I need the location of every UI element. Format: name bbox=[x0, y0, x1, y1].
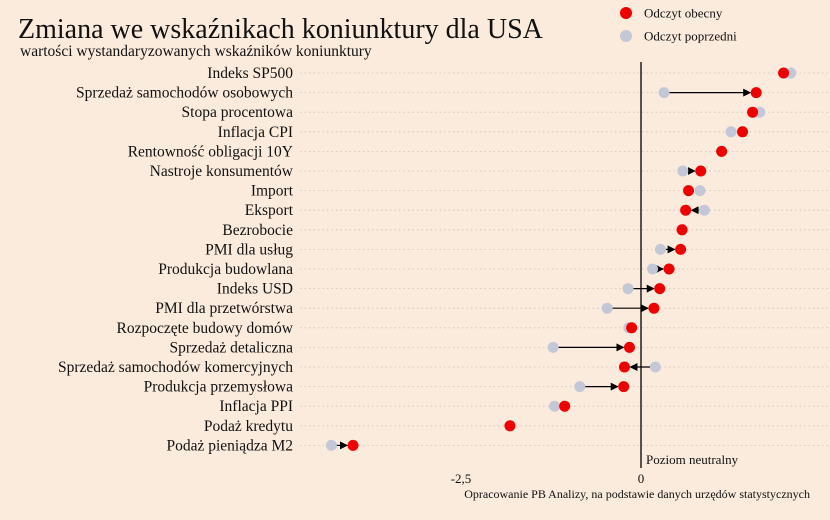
category-label: Import bbox=[251, 183, 294, 200]
current-reading-point bbox=[747, 106, 759, 118]
category-label: Produkcja przemysłowa bbox=[144, 379, 293, 396]
category-label: Nastroje konsumentów bbox=[150, 163, 294, 180]
change-arrows bbox=[336, 88, 752, 450]
previous-reading-point bbox=[601, 302, 613, 314]
current-reading-point bbox=[716, 145, 728, 157]
current-reading-point bbox=[618, 381, 630, 393]
zero-line-group: Poziom neutralny bbox=[640, 62, 739, 468]
category-label: PMI dla przetwórstwa bbox=[155, 300, 293, 317]
current-reading-point bbox=[648, 302, 660, 314]
category-labels: Indeks SP500 Sprzedaż samochodów osobowyc… bbox=[58, 65, 294, 454]
category-label: Eksport bbox=[245, 202, 294, 219]
legend-marker bbox=[620, 7, 632, 19]
previous-reading-point bbox=[549, 400, 561, 412]
previous-reading-point bbox=[547, 341, 559, 353]
legend-label: Odczyt obecny bbox=[644, 6, 723, 21]
current-reading-point bbox=[778, 67, 790, 79]
category-label: Podaż kredytu bbox=[204, 418, 293, 435]
previous-reading-point bbox=[658, 87, 670, 99]
current-reading-point bbox=[683, 185, 695, 197]
current-reading-point bbox=[680, 204, 692, 216]
chart-title: Zmiana we wskaźnikach koniunktury dla US… bbox=[18, 14, 544, 45]
data-points bbox=[325, 67, 797, 451]
previous-reading-point bbox=[654, 243, 666, 255]
previous-reading-point bbox=[325, 439, 337, 451]
category-label: Rentowność obligacji 10Y bbox=[128, 143, 293, 160]
previous-reading-point bbox=[649, 361, 661, 373]
category-label: Rozpoczęte budowy domów bbox=[117, 320, 294, 337]
source-note: Opracowanie PB Analizy, na podstawie dan… bbox=[464, 487, 810, 501]
legend: Odczyt obecny Odczyt poprzedni bbox=[620, 6, 737, 44]
x-tick-label: 0 bbox=[638, 471, 645, 486]
x-axis-ticks: -2,5 0 bbox=[451, 471, 645, 486]
current-reading-point bbox=[654, 283, 666, 295]
chart-subtitle: wartości wystandaryzowanych wskaźników k… bbox=[20, 43, 372, 60]
previous-reading-point bbox=[698, 204, 710, 216]
category-label: Podaż pieniądza M2 bbox=[166, 437, 293, 454]
category-label: PMI dla usług bbox=[205, 241, 293, 258]
current-reading-point bbox=[626, 322, 638, 334]
category-label: Sprzedaż samochodów osobowych bbox=[76, 85, 293, 102]
current-reading-point bbox=[676, 224, 688, 236]
category-label: Indeks USD bbox=[217, 281, 293, 298]
previous-reading-point bbox=[574, 381, 586, 393]
current-reading-point bbox=[737, 126, 749, 138]
current-reading-point bbox=[504, 420, 516, 432]
current-reading-point bbox=[695, 165, 707, 177]
zero-line-label: Poziom neutralny bbox=[646, 452, 739, 467]
previous-reading-point bbox=[677, 165, 689, 177]
current-reading-point bbox=[750, 87, 762, 99]
category-label: Produkcja budowlana bbox=[158, 261, 293, 278]
legend-label: Odczyt poprzedni bbox=[644, 29, 737, 44]
previous-reading-point bbox=[647, 263, 659, 275]
category-label: Sprzedaż detaliczna bbox=[170, 339, 294, 356]
x-tick-label: -2,5 bbox=[451, 471, 472, 486]
current-reading-point bbox=[623, 341, 635, 353]
category-label: Bezrobocie bbox=[222, 222, 293, 239]
current-reading-point bbox=[618, 361, 630, 373]
current-reading-point bbox=[663, 263, 675, 275]
current-reading-point bbox=[559, 400, 571, 412]
category-label: Inflacja CPI bbox=[218, 124, 293, 141]
legend-marker bbox=[620, 30, 632, 42]
category-label: Stopa procentowa bbox=[182, 104, 294, 121]
category-label: Indeks SP500 bbox=[207, 65, 293, 82]
current-reading-point bbox=[675, 243, 687, 255]
previous-reading-point bbox=[694, 185, 706, 197]
category-label: Sprzedaż samochodów komercyjnych bbox=[58, 359, 293, 376]
previous-reading-point bbox=[725, 126, 737, 138]
grid-lines bbox=[300, 72, 830, 446]
current-reading-point bbox=[347, 439, 359, 451]
category-label: Inflacja PPI bbox=[219, 398, 293, 415]
previous-reading-point bbox=[622, 283, 634, 295]
